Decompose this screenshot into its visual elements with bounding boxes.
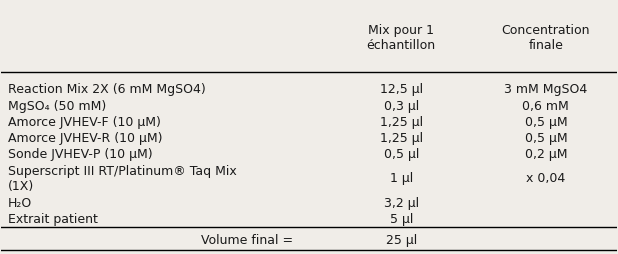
Text: 0,5 μM: 0,5 μM (525, 132, 567, 145)
Text: Concentration
finale: Concentration finale (502, 24, 590, 52)
Text: 1,25 μl: 1,25 μl (379, 116, 423, 129)
Text: Amorce JVHEV-F (10 μM): Amorce JVHEV-F (10 μM) (7, 116, 161, 129)
Text: Mix pour 1
échantillon: Mix pour 1 échantillon (366, 24, 436, 52)
Text: Amorce JVHEV-R (10 μM): Amorce JVHEV-R (10 μM) (7, 132, 162, 145)
Text: Superscript III RT/Platinum® Taq Mix
(1X): Superscript III RT/Platinum® Taq Mix (1X… (7, 165, 236, 193)
Text: MgSO₄ (50 mM): MgSO₄ (50 mM) (7, 100, 106, 113)
Text: Reaction Mix 2X (6 mM MgSO4): Reaction Mix 2X (6 mM MgSO4) (7, 83, 205, 96)
Text: 5 μl: 5 μl (389, 213, 413, 226)
Text: 0,5 μM: 0,5 μM (525, 116, 567, 129)
Text: Sonde JVHEV-P (10 μM): Sonde JVHEV-P (10 μM) (7, 148, 152, 161)
Text: 25 μl: 25 μl (386, 233, 417, 247)
Text: Extrait patient: Extrait patient (7, 213, 98, 226)
Text: Volume final =: Volume final = (201, 233, 294, 247)
Text: 0,3 μl: 0,3 μl (384, 100, 419, 113)
Text: 0,6 mM: 0,6 mM (522, 100, 569, 113)
Text: 0,5 μl: 0,5 μl (384, 148, 419, 161)
Text: 0,2 μM: 0,2 μM (525, 148, 567, 161)
Text: 12,5 μl: 12,5 μl (379, 83, 423, 96)
Text: 1,25 μl: 1,25 μl (379, 132, 423, 145)
Text: 1 μl: 1 μl (390, 172, 413, 185)
Text: H₂O: H₂O (7, 197, 32, 210)
Text: 3 mM MgSO4: 3 mM MgSO4 (504, 83, 588, 96)
Text: 3,2 μl: 3,2 μl (384, 197, 419, 210)
Text: x 0,04: x 0,04 (527, 172, 565, 185)
